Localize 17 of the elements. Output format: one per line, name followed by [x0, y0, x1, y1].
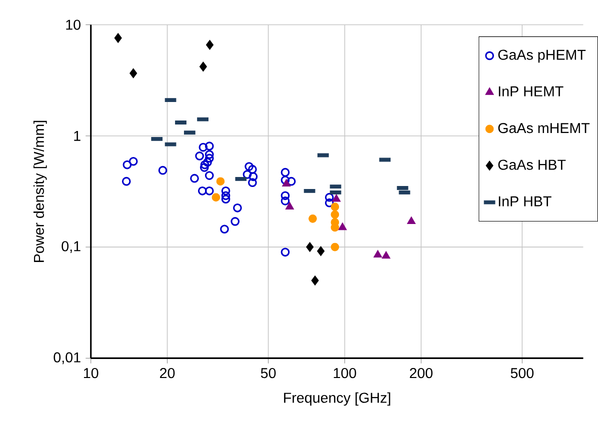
x-tick-label: 10	[84, 368, 98, 378]
x-tick-label: 100	[334, 368, 356, 378]
x-tick-label: 500	[510, 368, 534, 378]
y-tick-label: 1	[74, 131, 80, 141]
y-tick-label: 10	[66, 20, 80, 30]
legend-label: GaAs mHEMT	[498, 123, 590, 134]
legend-label: InP HEMT	[498, 86, 564, 96]
y-tick-label: 0,1	[62, 241, 80, 254]
legend-label: InP HBT	[498, 196, 552, 206]
legend-label: GaAs pHEMT	[498, 50, 586, 63]
y-axis-title: Power density [W/mm]	[33, 120, 47, 262]
x-tick-label: 20	[160, 368, 175, 378]
x-tick-label: 200	[410, 368, 433, 378]
y-tick-label: 0,01	[54, 352, 80, 364]
legend-label: GaAs HBT	[498, 160, 566, 170]
x-axis-title: Frequency [GHz]	[284, 392, 390, 406]
x-tick-label: 50	[260, 368, 276, 378]
